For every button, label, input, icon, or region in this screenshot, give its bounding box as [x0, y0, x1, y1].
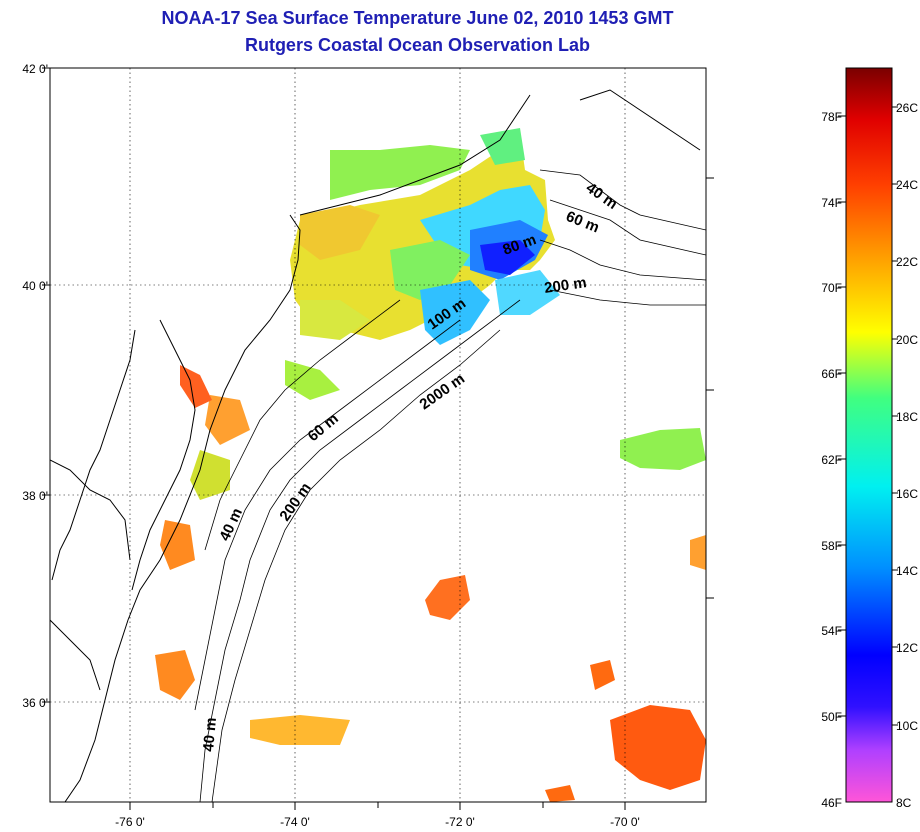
- contour-label-200m-ne: 200 m: [543, 274, 587, 297]
- temperature-colorbar: [845, 67, 893, 803]
- cbar-f-50: 50F: [821, 710, 842, 724]
- cbar-f-74: 74F: [821, 196, 842, 210]
- cbar-c-14: 14C: [896, 564, 918, 578]
- contour-label-40m-south: 40 m: [200, 717, 220, 753]
- contour-label-60m-ne: 60 m: [564, 208, 602, 237]
- cbar-c-16: 16C: [896, 487, 918, 501]
- cbar-f-62: 62F: [821, 453, 842, 467]
- cbar-f-66: 66F: [821, 367, 842, 381]
- lon-label-74: -74 0': [280, 815, 310, 829]
- cbar-f-70: 70F: [821, 281, 842, 295]
- contour-label-200m-mid: 200 m: [276, 480, 314, 525]
- contour-label-40m-ne: 40 m: [583, 179, 621, 213]
- cbar-c-18: 18C: [896, 410, 918, 424]
- contour-label-60m-mid: 60 m: [305, 410, 342, 445]
- lat-label-38: 38 0': [22, 489, 48, 503]
- cbar-c-10: 10C: [896, 719, 918, 733]
- lat-label-36: 36 0': [22, 696, 48, 710]
- lat-label-40: 40 0': [22, 279, 48, 293]
- lon-label-70: -70 0': [610, 815, 640, 829]
- cbar-c-22: 22C: [896, 255, 918, 269]
- cbar-c-12: 12C: [896, 641, 918, 655]
- cbar-c-20: 20C: [896, 333, 918, 347]
- map-area: 40 m 60 m 80 m 200 m 100 m 2000 m 60 m 2…: [50, 68, 706, 802]
- contour-label-40m-mid: 40 m: [216, 506, 246, 544]
- cbar-f-54: 54F: [821, 624, 842, 638]
- cbar-c-24: 24C: [896, 178, 918, 192]
- cbar-f-58: 58F: [821, 539, 842, 553]
- cbar-f-46: 46F: [821, 796, 842, 810]
- map-title-line1: NOAA-17 Sea Surface Temperature June 02,…: [161, 8, 674, 28]
- cbar-c-26: 26C: [896, 101, 918, 115]
- cbar-f-78: 78F: [821, 110, 842, 124]
- map-title-line2: Rutgers Coastal Ocean Observation Lab: [244, 35, 591, 55]
- map-gridlines: [50, 68, 706, 802]
- lon-label-72: -72 0': [445, 815, 475, 829]
- cbar-c-8: 8C: [896, 796, 912, 810]
- lat-label-42: 42 0': [22, 62, 48, 76]
- axis-ticks: [42, 67, 714, 810]
- lon-label-76: -76 0': [115, 815, 145, 829]
- sst-patch-shelf: [290, 135, 555, 340]
